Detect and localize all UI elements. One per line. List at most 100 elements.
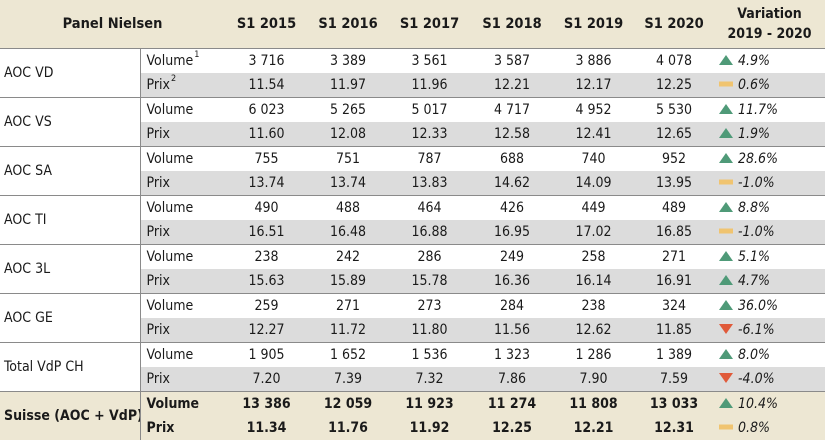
table-row: Suisse (AOC + VdP) Volume 13 386 12 059 11 9… [0, 391, 825, 440]
value-cell: 271 [634, 244, 715, 269]
variation-cell: 0.6% [714, 73, 825, 98]
value-cell: 952 [634, 146, 715, 171]
variation-value: 5.1% [738, 249, 771, 265]
value-cell: 16.88 [388, 220, 472, 245]
variation-value: -6.1% [738, 322, 775, 338]
metric-label: Volume [140, 391, 226, 416]
value-cell: 11.97 [308, 73, 389, 98]
value-cell: 11.76 [308, 416, 389, 440]
value-cell: 12.21 [471, 73, 554, 98]
trend-up-icon [718, 397, 734, 409]
value-cell: 12.21 [553, 416, 635, 440]
region-label: AOC SA [0, 146, 141, 196]
variation-cell: 28.6% [714, 146, 825, 171]
value-cell: 490 [225, 195, 309, 220]
trend-up-icon [718, 201, 734, 213]
value-cell: 740 [553, 146, 635, 171]
value-cell: 7.90 [553, 367, 635, 392]
value-cell: 13 033 [634, 391, 715, 416]
value-cell: 16.48 [308, 220, 389, 245]
metric-label: Prix [140, 367, 226, 392]
trend-flat-icon [718, 421, 734, 433]
value-cell: 4 952 [553, 97, 635, 122]
metric-label: Prix [140, 171, 226, 196]
value-cell: 7.20 [225, 367, 309, 392]
table-row: Prix 11.60 12.08 12.33 12.58 12.41 12.65 1.9% [0, 122, 825, 147]
value-cell: 3 389 [308, 48, 389, 73]
region-label: Total VdP CH [0, 342, 141, 392]
variation-value: 8.0% [738, 347, 771, 363]
value-cell: 7.32 [388, 367, 472, 392]
value-cell: 426 [471, 195, 554, 220]
variation-value: 10.4% [738, 396, 779, 412]
value-cell: 12.17 [553, 73, 635, 98]
variation-value: 0.6% [738, 77, 771, 93]
value-cell: 14.62 [471, 171, 554, 196]
value-cell: 15.63 [225, 269, 309, 294]
variation-cell: -1.0% [714, 220, 825, 245]
value-cell: 1 536 [388, 342, 472, 367]
table-body: AOC VD Volume1 3 716 3 389 3 561 3 587 3 886 4 … [0, 48, 825, 440]
variation-cell: -1.0% [714, 171, 825, 196]
variation-cell: -6.1% [714, 318, 825, 343]
value-cell: 1 905 [225, 342, 309, 367]
header-row: Panel Nielsen S1 2015 S1 2016 S1 2017 S1… [0, 0, 825, 49]
value-cell: 1 323 [471, 342, 554, 367]
value-cell: 11.85 [634, 318, 715, 343]
table-row: AOC GE Volume 259 271 273 284 238 324 36.0% [0, 293, 825, 343]
year-header: S1 2019 [553, 0, 635, 49]
metric-label: Prix [140, 122, 226, 147]
value-cell: 11.60 [225, 122, 309, 147]
table-row: Total VdP CH Volume 1 905 1 652 1 536 1 323 1 … [0, 342, 825, 392]
value-cell: 11 808 [553, 391, 635, 416]
value-cell: 14.09 [553, 171, 635, 196]
value-cell: 16.14 [553, 269, 635, 294]
variation-cell: 1.9% [714, 122, 825, 147]
value-cell: 11.56 [471, 318, 554, 343]
value-cell: 11 274 [471, 391, 554, 416]
trend-up-icon [718, 274, 734, 286]
table-title: Panel Nielsen [0, 0, 226, 49]
value-cell: 238 [225, 244, 309, 269]
year-header: S1 2017 [388, 0, 472, 49]
value-cell: 13.74 [225, 171, 309, 196]
value-cell: 11.54 [225, 73, 309, 98]
trend-up-icon [718, 250, 734, 262]
value-cell: 15.78 [388, 269, 472, 294]
metric-label: Prix2 [140, 73, 226, 98]
metric-label: Volume1 [140, 48, 226, 73]
variation-value: -1.0% [738, 175, 775, 191]
value-cell: 16.95 [471, 220, 554, 245]
value-cell: 3 587 [471, 48, 554, 73]
year-header: S1 2015 [225, 0, 309, 49]
variation-cell: 4.7% [714, 269, 825, 294]
variation-value: 4.7% [738, 273, 771, 289]
region-label: AOC TI [0, 195, 141, 245]
value-cell: 16.91 [634, 269, 715, 294]
trend-flat-icon [718, 225, 734, 237]
value-cell: 755 [225, 146, 309, 171]
value-cell: 12.62 [553, 318, 635, 343]
value-cell: 449 [553, 195, 635, 220]
value-cell: 11.96 [388, 73, 472, 98]
value-cell: 16.85 [634, 220, 715, 245]
value-cell: 688 [471, 146, 554, 171]
value-cell: 13.95 [634, 171, 715, 196]
value-cell: 488 [308, 195, 389, 220]
trend-down-icon [718, 323, 734, 335]
value-cell: 1 286 [553, 342, 635, 367]
value-cell: 259 [225, 293, 309, 318]
value-cell: 258 [553, 244, 635, 269]
value-cell: 12.25 [634, 73, 715, 98]
table-row: Prix 15.63 15.89 15.78 16.36 16.14 16.91 4.7% [0, 269, 825, 294]
trend-down-icon [718, 372, 734, 384]
value-cell: 464 [388, 195, 472, 220]
value-cell: 13.83 [388, 171, 472, 196]
table-row: AOC VD Volume1 3 716 3 389 3 561 3 587 3 886 4 … [0, 48, 825, 98]
value-cell: 249 [471, 244, 554, 269]
value-cell: 16.51 [225, 220, 309, 245]
metric-label: Prix [140, 220, 226, 245]
variation-cell: 11.7% [714, 97, 825, 122]
variation-value: 8.8% [738, 200, 771, 216]
